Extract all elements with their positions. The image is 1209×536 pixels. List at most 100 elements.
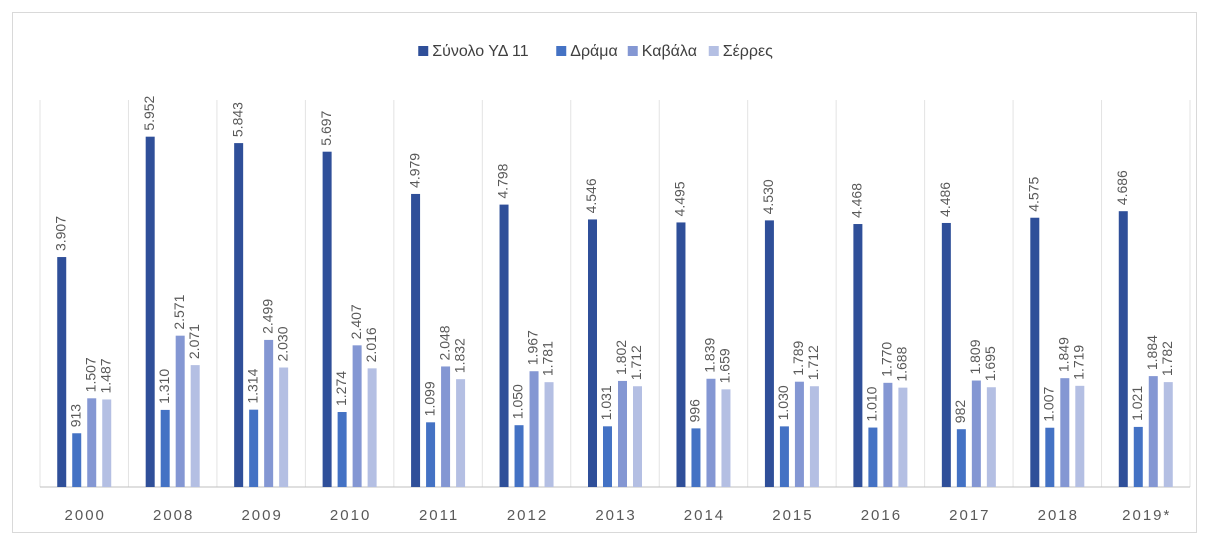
value-label: 1.031 [598,385,614,420]
value-label: 4.798 [495,163,511,198]
value-label: 913 [67,404,83,428]
value-label: 1.967 [525,330,541,365]
legend-swatch [627,46,638,56]
x-tick-label: 2011 [419,507,459,524]
bar [809,386,819,487]
value-label: 4.979 [406,153,422,188]
bar [764,220,774,487]
value-label: 4.546 [583,178,599,213]
bar [544,382,554,487]
bar [160,409,170,487]
x-tick-label: 2016 [861,507,902,524]
value-label: 5.843 [229,102,245,137]
legend-swatch [418,46,429,56]
x-tick-label: 2018 [1038,507,1079,524]
legend-label: Σύνολο ΥΔ 11 [432,43,528,60]
x-tick-label: 2013 [595,507,636,524]
bar [175,335,185,487]
x-tick-label: 2012 [507,507,548,524]
legend-label: Δράμα [570,43,618,60]
value-label: 1.050 [510,384,526,419]
value-label: 1.712 [805,345,821,380]
value-label: 4.486 [937,182,953,217]
bar [1118,211,1128,487]
bar [779,426,789,487]
bar [279,367,289,487]
bar [499,204,509,487]
value-label: 1.884 [1144,335,1160,370]
value-label: 1.099 [421,381,437,416]
bar [529,371,539,487]
value-label: 4.530 [760,179,776,214]
value-label: 4.686 [1114,170,1130,205]
value-label: 1.849 [1056,337,1072,372]
value-label: 4.468 [849,183,865,218]
bar [1148,376,1158,487]
legend-label: Καβάλα [642,43,697,60]
bar [72,433,82,487]
value-label: 1.507 [82,357,98,392]
bar [87,398,97,487]
x-tick-label: 2009 [241,507,282,524]
value-label: 982 [952,400,968,424]
bar [883,382,893,487]
value-label: 2.407 [348,304,364,339]
bar [794,381,804,487]
bar [706,378,716,487]
bar [1030,217,1040,487]
bar [1045,427,1055,487]
value-label: 4.575 [1026,176,1042,211]
bar [57,257,67,487]
value-label: 5.952 [141,95,157,130]
x-tick-label: 2019* [1122,507,1171,524]
value-label: 1.782 [1159,341,1175,376]
bar [971,380,981,487]
bar [1133,426,1143,487]
bar [190,365,200,487]
bar [956,429,966,487]
bar [102,399,112,487]
bar [1060,378,1070,487]
value-label: 5.697 [318,110,334,145]
value-label: 1.802 [613,340,629,375]
x-tick-label: 2008 [153,507,194,524]
bar [868,427,878,487]
value-label: 1.832 [451,338,467,373]
bar [352,345,362,487]
value-label: 2.030 [274,326,290,361]
bar [603,426,612,487]
bar [411,193,421,487]
value-label: 1.839 [702,338,718,373]
value-label: 1.659 [717,348,733,383]
value-label: 2.016 [363,327,379,362]
bar [426,422,436,487]
x-tick-label: 2015 [772,507,813,524]
bar [441,366,451,487]
bar [633,386,642,487]
bar [986,387,996,487]
bar [853,224,863,487]
value-label: 4.495 [672,181,688,216]
bar [1163,382,1173,487]
value-label: 1.310 [156,369,172,404]
value-label: 3.907 [52,216,68,251]
bar [249,409,259,487]
value-label: 1.770 [879,342,895,377]
bar [234,143,244,487]
bar [145,136,155,487]
value-label: 1.719 [1071,345,1087,380]
x-tick-label: 2017 [949,507,990,524]
value-label: 2.048 [436,325,452,360]
bar [676,222,686,488]
value-label: 1.789 [790,340,806,375]
bar [941,222,951,487]
value-label: 1.021 [1129,386,1145,421]
value-label: 1.314 [244,368,260,403]
bar [721,389,731,487]
bar [264,339,274,487]
value-label: 1.712 [628,345,644,380]
bar [367,368,377,487]
bar [691,428,701,487]
value-label: 2.571 [171,294,187,329]
